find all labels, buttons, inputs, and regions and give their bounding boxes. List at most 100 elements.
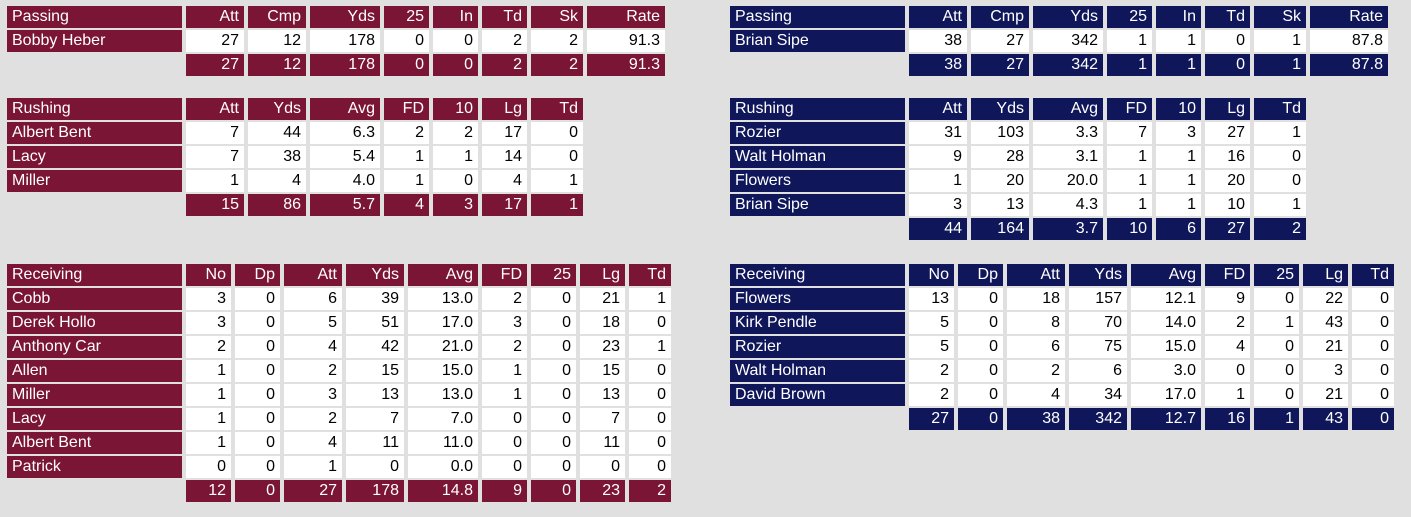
stat-cell: 1 [186, 384, 231, 406]
stat-cell: 4.0 [310, 170, 380, 192]
away-passing-table: Passing Att Cmp Yds 25 In Td Sk Rate Brian Sipe 38… [726, 6, 1392, 76]
stat-cell: 31 [909, 122, 967, 144]
column-header: FD [1205, 264, 1250, 286]
stat-cell: 15.0 [1131, 336, 1201, 358]
total-cell: 1 [1254, 408, 1299, 430]
player-name: Walt Holman [730, 146, 905, 168]
column-header: Att [909, 6, 967, 28]
total-cell: 12.7 [1131, 408, 1201, 430]
table-row: Miller 1 0 3 13 13.0 1 0 13 0 [7, 384, 671, 406]
table-row: David Brown 2 0 4 34 17.0 1 0 21 0 [730, 384, 1394, 406]
table-row: Allen 1 0 2 15 15.0 1 0 15 0 [7, 360, 671, 382]
stat-cell: 0 [1254, 360, 1299, 382]
stat-cell: 5 [909, 312, 954, 334]
total-cell: 27 [971, 54, 1029, 76]
stat-cell: 91.3 [587, 30, 665, 52]
column-header: Rate [1310, 6, 1388, 28]
header-row: Receiving No Dp Att Yds Avg FD 25 Lg Td [7, 264, 671, 286]
column-header: Lg [1303, 264, 1348, 286]
stat-cell: 0 [958, 288, 1003, 310]
stat-cell: 3 [482, 312, 527, 334]
stat-cell: 0 [531, 456, 576, 478]
column-header: Yds [346, 264, 404, 286]
stat-cell: 0 [580, 456, 625, 478]
stat-cell: 27 [971, 30, 1029, 52]
column-header: FD [384, 98, 429, 120]
stat-cell: 27 [1205, 122, 1250, 144]
stat-cell: 18 [1007, 288, 1065, 310]
stat-cell: 3 [1303, 360, 1348, 382]
stat-cell: 4 [284, 336, 342, 358]
total-cell: 0 [531, 480, 576, 502]
total-cell: 6 [1156, 218, 1201, 240]
column-header: Td [629, 264, 671, 286]
total-cell: 87.8 [1310, 54, 1388, 76]
stat-cell: 7 [346, 408, 404, 430]
stat-cell: 0 [531, 146, 583, 168]
away-rushing-table: Rushing Att Yds Avg FD 10 Lg Td Rozier 31 103 3.3 7 3… [726, 98, 1310, 240]
stat-cell: 0 [235, 360, 280, 382]
stat-cell: 1 [1156, 146, 1201, 168]
stat-cell: 13.0 [408, 384, 478, 406]
player-name: Lacy [7, 408, 182, 430]
stat-cell: 1 [629, 336, 671, 358]
column-header: Yds [310, 6, 380, 28]
stat-cell: 3.0 [1131, 360, 1201, 382]
stat-cell: 16 [1205, 146, 1250, 168]
stat-cell: 2 [909, 384, 954, 406]
stat-cell: 21.0 [408, 336, 478, 358]
stat-cell: 12 [248, 30, 306, 52]
column-header: FD [1107, 98, 1152, 120]
stat-cell: 0 [482, 432, 527, 454]
total-cell: 44 [909, 218, 967, 240]
column-header: Td [531, 98, 583, 120]
column-header: 25 [531, 264, 576, 286]
stat-cell: 0 [1352, 336, 1394, 358]
total-cell: 342 [1069, 408, 1127, 430]
stat-cell: 28 [971, 146, 1029, 168]
totals-row: 12 0 27 178 14.8 9 0 23 2 [7, 480, 671, 502]
stat-cell: 1 [1254, 312, 1299, 334]
column-header: Td [1254, 98, 1306, 120]
stat-cell: 70 [1069, 312, 1127, 334]
stat-cell: 1 [482, 360, 527, 382]
stat-cell: 4 [284, 432, 342, 454]
totals-spacer [730, 54, 905, 76]
stat-cell: 0 [531, 432, 576, 454]
stat-cell: 20 [971, 170, 1029, 192]
stat-cell: 178 [310, 30, 380, 52]
stat-cell: 0 [958, 336, 1003, 358]
table-row: Lacy 7 38 5.4 1 1 14 0 [7, 146, 583, 168]
column-header: In [433, 6, 478, 28]
player-name: Anthony Car [7, 336, 182, 358]
total-cell: 10 [1107, 218, 1152, 240]
stat-cell: 0 [1254, 146, 1306, 168]
column-header: Lg [580, 264, 625, 286]
stat-cell: 0 [1254, 336, 1299, 358]
section-title: Receiving [730, 264, 905, 286]
stat-cell: 0 [235, 312, 280, 334]
section-title: Passing [730, 6, 905, 28]
stat-cell: 0 [235, 384, 280, 406]
table-row: Kirk Pendle 5 0 8 70 14.0 2 1 43 0 [730, 312, 1394, 334]
total-cell: 4 [384, 194, 429, 216]
total-cell: 0 [1205, 54, 1250, 76]
player-name: Rozier [730, 122, 905, 144]
stat-cell: 1 [186, 360, 231, 382]
stat-cell: 1 [186, 408, 231, 430]
column-header: Yds [1033, 6, 1103, 28]
stat-cell: 0 [1205, 360, 1250, 382]
totals-spacer [7, 194, 182, 216]
stat-cell: 0 [482, 408, 527, 430]
stat-cell: 0 [531, 336, 576, 358]
column-header: 10 [1156, 98, 1201, 120]
stat-cell: 3.1 [1033, 146, 1103, 168]
table-row: Flowers 13 0 18 157 12.1 9 0 22 0 [730, 288, 1394, 310]
stat-cell: 4 [248, 170, 306, 192]
table-row: Anthony Car 2 0 4 42 21.0 2 0 23 1 [7, 336, 671, 358]
stat-cell: 12.1 [1131, 288, 1201, 310]
column-header: Avg [408, 264, 478, 286]
stat-cell: 21 [1303, 384, 1348, 406]
stat-cell: 3.3 [1033, 122, 1103, 144]
total-cell: 1 [1107, 54, 1152, 76]
